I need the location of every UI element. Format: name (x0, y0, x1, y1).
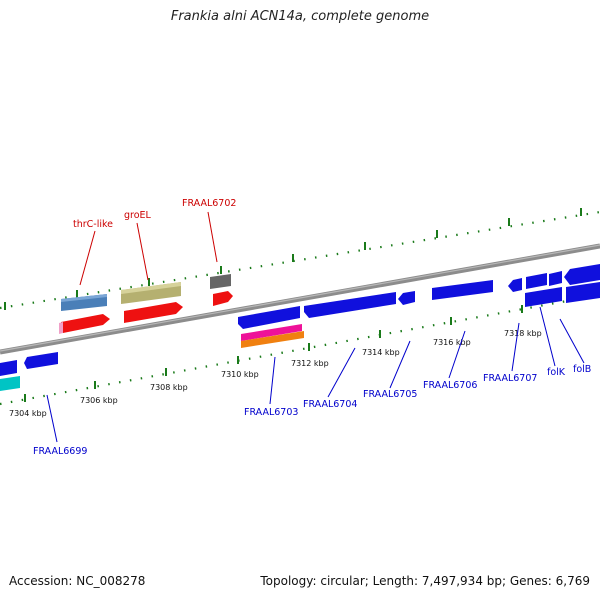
scale-label-7304: 7304 kbp (9, 409, 47, 418)
gene-fraal6705[interactable] (398, 291, 415, 305)
genome-title: Frankia alni ACN14a, complete genome (170, 9, 430, 24)
genome-backbone-highlight (0, 244, 600, 352)
label-fraal6702[interactable]: FRAAL6702 (182, 198, 236, 209)
genome-backbone (0, 243, 600, 355)
scale-label-7308: 7308 kbp (150, 383, 188, 392)
label-thrc-like[interactable]: thrC-like (73, 219, 113, 230)
top-major-ticks (4, 208, 582, 310)
gene-fraal6699[interactable] (0, 352, 58, 391)
gene-groel[interactable] (121, 282, 183, 323)
gene-fraal6702[interactable] (210, 274, 233, 306)
label-fraal6705[interactable]: FRAAL6705 (363, 389, 417, 400)
scale-label-7318: 7318 kbp (504, 329, 542, 338)
label-fraal6704[interactable]: FRAAL6704 (303, 399, 357, 410)
genome-summary-text: Topology: circular; Length: 7,497,934 bp… (260, 574, 590, 588)
scale-label-7316: 7316 kbp (433, 338, 471, 347)
scale-label-7306: 7306 kbp (80, 396, 118, 405)
gene-fraal6706[interactable] (432, 280, 493, 300)
gene-folb[interactable] (564, 264, 600, 303)
label-fraal6699[interactable]: FRAAL6699 (33, 446, 87, 457)
gene-thrc-like[interactable] (59, 294, 110, 334)
label-groel[interactable]: groEL (124, 210, 152, 221)
gene-fraal6703[interactable] (238, 306, 304, 348)
gene-folk[interactable] (549, 271, 562, 286)
bottom-major-ticks (24, 305, 523, 402)
gene-fraal6704[interactable] (304, 292, 396, 318)
gene-fraal6707[interactable] (508, 273, 562, 307)
scale-label-7314: 7314 kbp (362, 348, 400, 357)
scale-label-7312: 7312 kbp (291, 359, 329, 368)
label-folb[interactable]: folB (573, 364, 591, 375)
label-fraal6703[interactable]: FRAAL6703 (244, 407, 298, 418)
label-fraal6706[interactable]: FRAAL6706 (423, 380, 477, 391)
bottom-callout-lines (46, 306, 585, 443)
top-tick-track (0, 210, 600, 310)
label-fraal6707[interactable]: FRAAL6707 (483, 373, 537, 384)
top-callout-lines (79, 211, 218, 286)
scale-label-7310: 7310 kbp (221, 370, 259, 379)
label-folk[interactable]: folK (547, 367, 566, 378)
accession-text: Accession: NC_008278 (9, 574, 146, 588)
